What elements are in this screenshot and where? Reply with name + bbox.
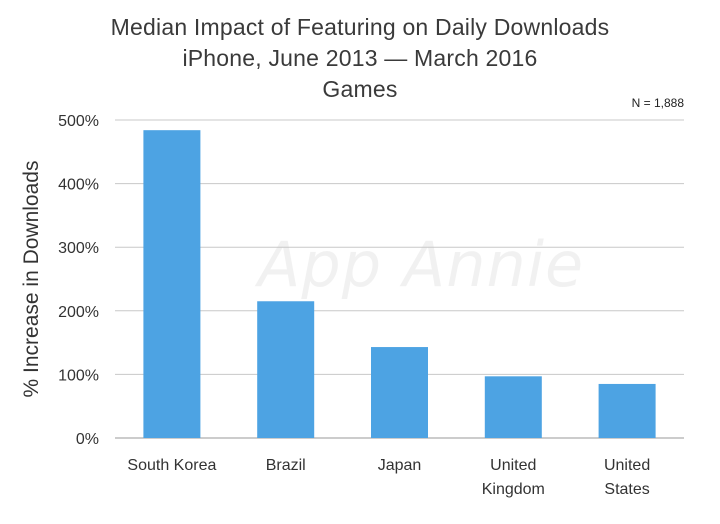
- y-tick-label: 300%: [58, 240, 99, 257]
- sample-size-note: N = 1,888: [631, 96, 684, 110]
- bar: [484, 376, 542, 438]
- y-tick-label: 200%: [58, 304, 99, 321]
- x-tick-label: Brazil: [266, 457, 306, 474]
- chart-title: Median Impact of Featuring on Daily Down…: [110, 14, 610, 40]
- y-tick-label: 400%: [58, 177, 99, 194]
- bar: [257, 301, 315, 438]
- x-tick-label: United: [604, 457, 650, 474]
- x-tick-label: Japan: [378, 457, 422, 474]
- chart-category-label: Games: [322, 76, 398, 102]
- y-tick-label: 500%: [58, 113, 99, 130]
- bar: [598, 383, 656, 438]
- bar: [371, 347, 428, 438]
- y-tick-label: 0%: [76, 431, 99, 448]
- y-axis-label: % Increase in Downloads: [20, 161, 43, 398]
- y-tick-label: 100%: [58, 367, 99, 384]
- x-tick-label: South Korea: [127, 457, 216, 474]
- x-tick-label: States: [604, 481, 649, 498]
- watermark: App Annie: [258, 228, 585, 301]
- bar: [143, 130, 201, 438]
- x-tick-label: Kingdom: [482, 481, 545, 498]
- chart-subtitle: iPhone, June 2013 — March 2016: [182, 45, 538, 71]
- x-tick-label: United: [490, 457, 536, 474]
